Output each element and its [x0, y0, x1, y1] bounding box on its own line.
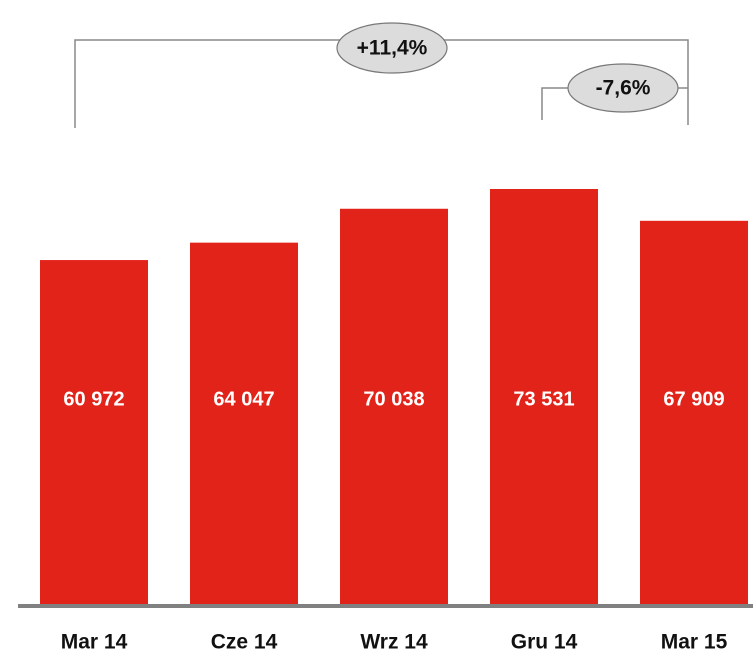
bar	[340, 208, 448, 605]
x-tick-label: Mar 14	[61, 631, 128, 654]
x-tick-label: Mar 15	[661, 631, 728, 654]
value-label: 73 531	[513, 388, 574, 410]
bar	[190, 242, 298, 605]
value-label: 70 038	[363, 388, 424, 410]
annotation: +11,4%	[357, 37, 428, 60]
bar	[640, 220, 748, 605]
x-tick-label: Wrz 14	[360, 631, 428, 654]
annotation-bubble	[336, 22, 448, 74]
value-label: 60 972	[63, 388, 124, 410]
value-label: 67 909	[663, 388, 724, 410]
annotation: -7,6%	[596, 77, 651, 100]
value-label: 64 047	[213, 388, 274, 410]
annotation-bubble	[567, 63, 679, 113]
x-tick-label: Cze 14	[211, 631, 278, 654]
bar	[490, 189, 598, 605]
x-tick-label: Gru 14	[511, 631, 578, 654]
bar	[40, 260, 148, 605]
